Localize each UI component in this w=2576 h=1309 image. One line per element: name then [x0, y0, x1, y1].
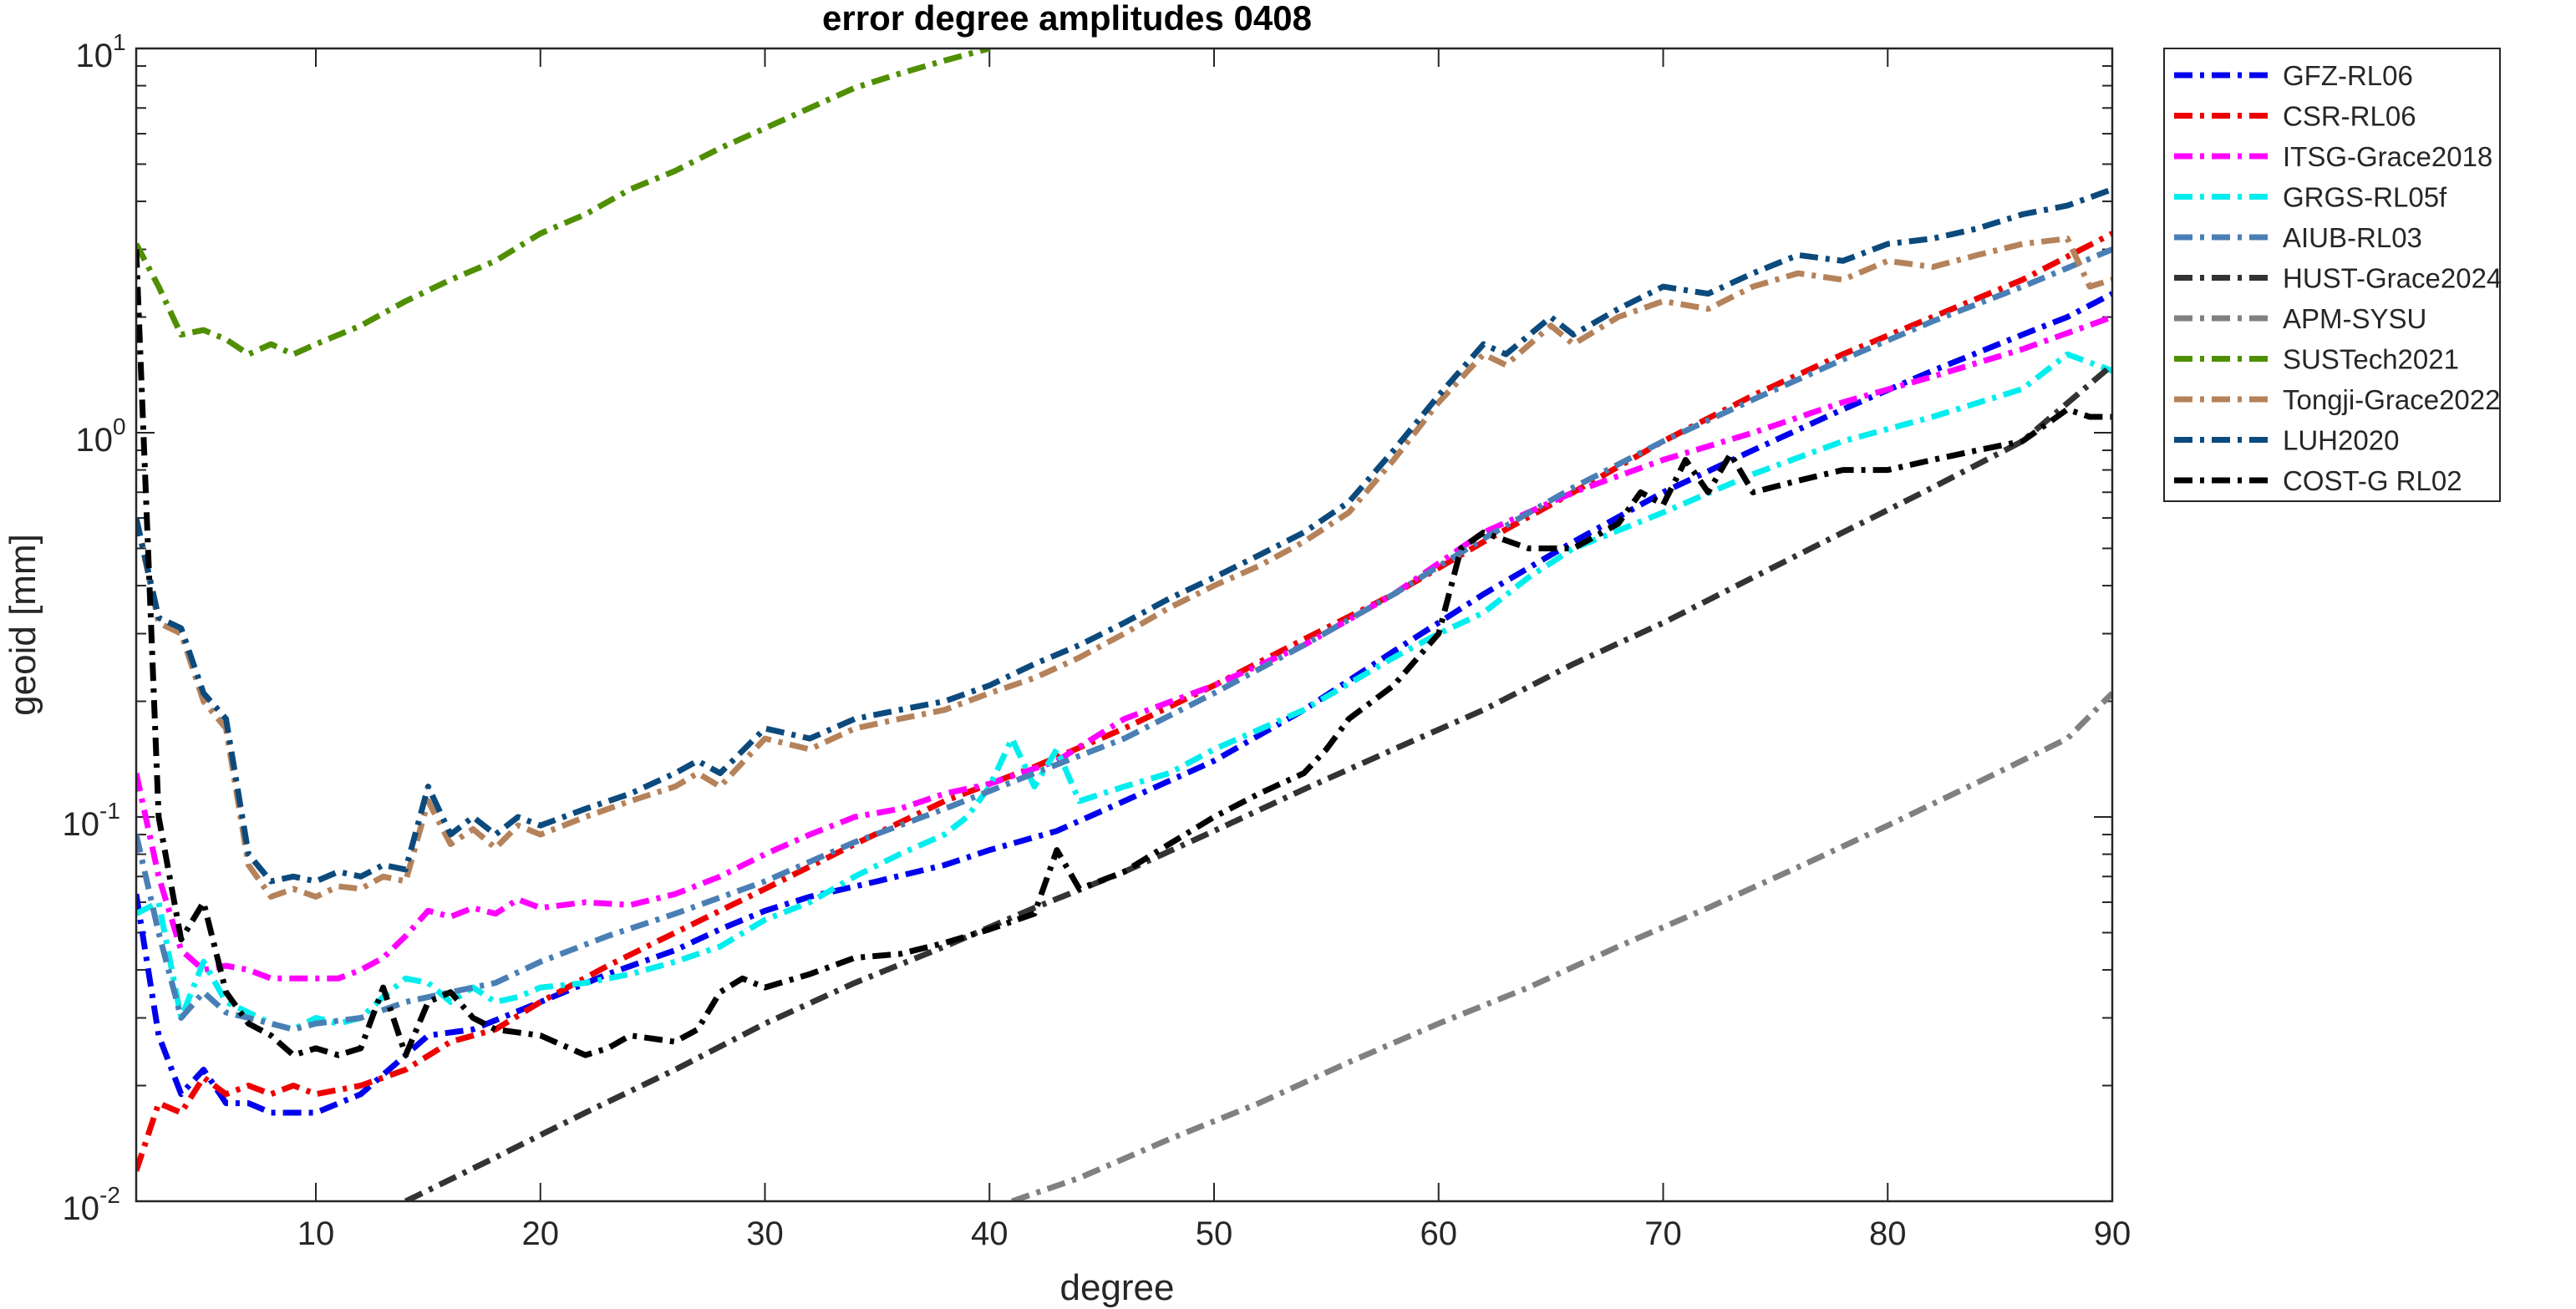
y-tick-base: 10 — [63, 806, 100, 843]
legend-item: COST-G RL02 — [2174, 465, 2462, 496]
series-line-3 — [136, 314, 2112, 982]
y-tick-exponent: 1 — [113, 29, 126, 55]
legend-item: GRGS-RL05f — [2174, 182, 2447, 213]
y-tick-label: 10 -1 — [63, 798, 120, 843]
legend-label: ITSG-Grace2018 — [2283, 141, 2492, 172]
series-line-6 — [404, 363, 2112, 1201]
legend-label: COST-G RL02 — [2283, 465, 2462, 496]
legend: GFZ-RL06 CSR-RL06 ITSG-Grace2018 GRGS-RL05f… — [2163, 48, 2502, 502]
legend-item: GFZ-RL06 — [2174, 60, 2413, 91]
series-line-11 — [136, 249, 2112, 1058]
legend-item: AIUB-RL03 — [2174, 222, 2422, 253]
series-line-5 — [136, 246, 2112, 1032]
x-tick-label: 80 — [1869, 1215, 1907, 1252]
legend-label: SUSTech2021 — [2283, 344, 2459, 375]
x-tick-label: 30 — [746, 1215, 784, 1252]
series-line-2 — [136, 231, 2112, 1172]
legend-item: SUSTech2021 — [2174, 344, 2459, 375]
legend-label: HUST-Grace2024 — [2283, 263, 2502, 294]
legend-label: GFZ-RL06 — [2283, 60, 2413, 91]
x-tick-label: 20 — [522, 1215, 560, 1252]
axis-ticks — [136, 48, 2113, 1202]
legend-label: LUH2020 — [2283, 425, 2399, 456]
x-tick-label: 90 — [2094, 1215, 2131, 1252]
x-tick-labels: 10 20 30 40 50 60 70 80 90 — [297, 1215, 2131, 1252]
legend-item: HUST-Grace2024 — [2174, 263, 2502, 294]
legend-item: APM-SYSU — [2174, 303, 2426, 334]
y-tick-exponent: -2 — [99, 1182, 120, 1208]
legend-label: CSR-RL06 — [2283, 101, 2416, 132]
x-tick-label: 50 — [1196, 1215, 1233, 1252]
x-tick-label: 70 — [1644, 1215, 1682, 1252]
y-tick-base: 10 — [63, 1190, 100, 1227]
legend-label: Tongji-Grace2022 — [2283, 384, 2501, 415]
legend-label: AIUB-RL03 — [2283, 222, 2422, 253]
series-line-8 — [136, 48, 991, 358]
series-line-9 — [136, 236, 2112, 900]
legend-item: Tongji-Grace2022 — [2174, 384, 2501, 415]
legend-item: ITSG-Grace2018 — [2174, 141, 2492, 172]
y-tick-label: 10 -2 — [63, 1182, 120, 1227]
x-tick-label: 40 — [971, 1215, 1009, 1252]
series-line-7 — [1010, 691, 2112, 1201]
y-tick-label: 10 1 — [76, 29, 126, 74]
legend-label: APM-SYSU — [2283, 303, 2426, 334]
y-tick-exponent: 0 — [113, 414, 126, 439]
y-tick-base: 10 — [76, 38, 114, 74]
x-axis-label: degree — [1059, 1267, 1174, 1308]
y-tick-exponent: -1 — [99, 798, 120, 824]
x-tick-label: 60 — [1420, 1215, 1458, 1252]
y-tick-label: 10 0 — [76, 414, 126, 459]
plot-area-frame — [135, 47, 2114, 1203]
series-line-4 — [136, 351, 2112, 1032]
chart-title: error degree amplitudes 0408 — [822, 0, 1312, 38]
legend-item: CSR-RL06 — [2174, 101, 2416, 132]
series-lines — [136, 48, 2112, 1201]
series-line-10 — [136, 186, 2112, 885]
y-axis-label: geoid [mm] — [3, 534, 43, 716]
y-tick-base: 10 — [76, 422, 114, 459]
series-line-1 — [136, 291, 2112, 1116]
x-tick-label: 10 — [297, 1215, 335, 1252]
legend-item: LUH2020 — [2174, 425, 2399, 456]
legend-label: GRGS-RL05f — [2283, 182, 2447, 213]
